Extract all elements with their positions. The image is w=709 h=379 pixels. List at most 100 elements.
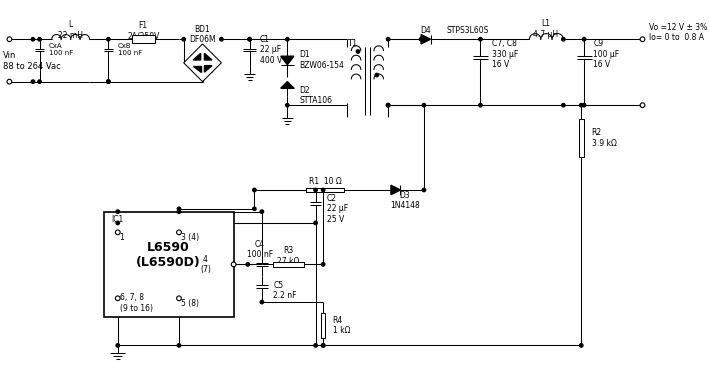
Polygon shape xyxy=(421,34,430,44)
Circle shape xyxy=(231,262,236,267)
Circle shape xyxy=(562,38,565,41)
Circle shape xyxy=(321,188,325,192)
Circle shape xyxy=(7,79,12,84)
Polygon shape xyxy=(193,53,201,60)
Circle shape xyxy=(116,296,120,301)
Circle shape xyxy=(246,263,250,266)
Circle shape xyxy=(248,38,252,41)
Circle shape xyxy=(479,38,482,41)
Circle shape xyxy=(579,344,583,347)
Text: C4
100 nF: C4 100 nF xyxy=(247,240,273,259)
Circle shape xyxy=(177,296,182,301)
Text: Vo =12 V ± 3%
Io= 0 to  0.8 A: Vo =12 V ± 3% Io= 0 to 0.8 A xyxy=(649,23,708,42)
Circle shape xyxy=(252,207,256,210)
Bar xyxy=(273,262,304,267)
Bar xyxy=(132,36,155,43)
Circle shape xyxy=(420,38,423,41)
Text: C7, C8
330 μF
16 V: C7, C8 330 μF 16 V xyxy=(492,39,518,69)
Circle shape xyxy=(423,188,425,192)
Text: 5 (8): 5 (8) xyxy=(181,299,199,307)
Polygon shape xyxy=(281,81,294,88)
Circle shape xyxy=(31,80,35,83)
Bar xyxy=(104,211,234,317)
Circle shape xyxy=(116,210,119,213)
Circle shape xyxy=(177,207,181,210)
Text: L1
4.7 μH: L1 4.7 μH xyxy=(533,19,558,39)
Circle shape xyxy=(582,38,586,41)
Circle shape xyxy=(248,38,252,41)
Text: C2
22 μF
25 V: C2 22 μF 25 V xyxy=(327,194,348,224)
Text: D3
1N4148: D3 1N4148 xyxy=(390,191,420,210)
Text: 1: 1 xyxy=(120,233,124,241)
Polygon shape xyxy=(281,56,294,65)
Circle shape xyxy=(375,74,379,77)
Text: CxA
100 nF: CxA 100 nF xyxy=(49,43,73,56)
Circle shape xyxy=(177,210,181,213)
Text: Vin
88 to 264 Vac: Vin 88 to 264 Vac xyxy=(3,51,60,70)
Circle shape xyxy=(562,103,565,107)
Circle shape xyxy=(314,221,318,225)
Circle shape xyxy=(177,230,182,235)
Text: 3 (4): 3 (4) xyxy=(181,233,199,241)
Text: C9
100 μF
16 V: C9 100 μF 16 V xyxy=(593,39,620,69)
Circle shape xyxy=(106,80,110,83)
Polygon shape xyxy=(193,66,201,72)
Circle shape xyxy=(38,80,41,83)
Text: D2
STTA106: D2 STTA106 xyxy=(300,86,333,105)
Text: C1
22 μF
400 V: C1 22 μF 400 V xyxy=(260,35,282,64)
Polygon shape xyxy=(204,66,212,72)
Circle shape xyxy=(386,103,390,107)
Text: D1
BZW06-154: D1 BZW06-154 xyxy=(300,50,345,70)
Circle shape xyxy=(582,103,586,107)
Circle shape xyxy=(321,263,325,266)
Text: L6590
(L6590D): L6590 (L6590D) xyxy=(136,241,201,269)
Circle shape xyxy=(640,37,645,42)
Text: L
22 mH: L 22 mH xyxy=(58,20,83,39)
Circle shape xyxy=(386,38,390,41)
Circle shape xyxy=(386,103,390,107)
Circle shape xyxy=(116,221,119,225)
Circle shape xyxy=(286,103,289,107)
Circle shape xyxy=(31,38,35,41)
Circle shape xyxy=(182,38,185,41)
Circle shape xyxy=(260,210,264,213)
Text: F1
2A/250V: F1 2A/250V xyxy=(127,21,160,41)
Circle shape xyxy=(220,38,223,41)
Circle shape xyxy=(479,103,482,107)
Bar xyxy=(579,119,584,157)
Circle shape xyxy=(106,80,110,83)
Text: IC1: IC1 xyxy=(111,215,123,224)
Text: 4
(7): 4 (7) xyxy=(200,255,211,274)
Circle shape xyxy=(579,103,583,107)
Text: T1: T1 xyxy=(347,39,357,49)
Circle shape xyxy=(116,230,120,235)
Circle shape xyxy=(321,344,325,347)
Text: 6, 7, 8
(9 to 16): 6, 7, 8 (9 to 16) xyxy=(120,293,152,313)
Text: BD1
DF06M: BD1 DF06M xyxy=(189,25,216,44)
Text: R2
3.9 kΩ: R2 3.9 kΩ xyxy=(591,128,617,148)
Polygon shape xyxy=(184,44,221,81)
Circle shape xyxy=(314,344,318,347)
Polygon shape xyxy=(391,185,401,195)
Circle shape xyxy=(116,344,119,347)
Text: D4: D4 xyxy=(420,26,431,35)
Text: STPS3L60S: STPS3L60S xyxy=(447,26,489,35)
Bar xyxy=(320,313,325,338)
Circle shape xyxy=(177,344,181,347)
Text: R4
1 kΩ: R4 1 kΩ xyxy=(333,316,350,335)
Bar xyxy=(306,188,344,192)
Circle shape xyxy=(286,38,289,41)
Text: C5
2.2 nF: C5 2.2 nF xyxy=(273,281,296,301)
Circle shape xyxy=(260,301,264,304)
Circle shape xyxy=(314,188,318,192)
Circle shape xyxy=(357,50,359,53)
Polygon shape xyxy=(204,53,212,60)
Circle shape xyxy=(7,37,12,42)
Circle shape xyxy=(38,38,41,41)
Text: R1  10 Ω: R1 10 Ω xyxy=(308,177,342,186)
Circle shape xyxy=(106,38,110,41)
Text: CxB
100 nF: CxB 100 nF xyxy=(118,43,142,56)
Circle shape xyxy=(423,103,425,107)
Circle shape xyxy=(252,188,256,192)
Text: R3
27 kΩ: R3 27 kΩ xyxy=(277,246,299,266)
